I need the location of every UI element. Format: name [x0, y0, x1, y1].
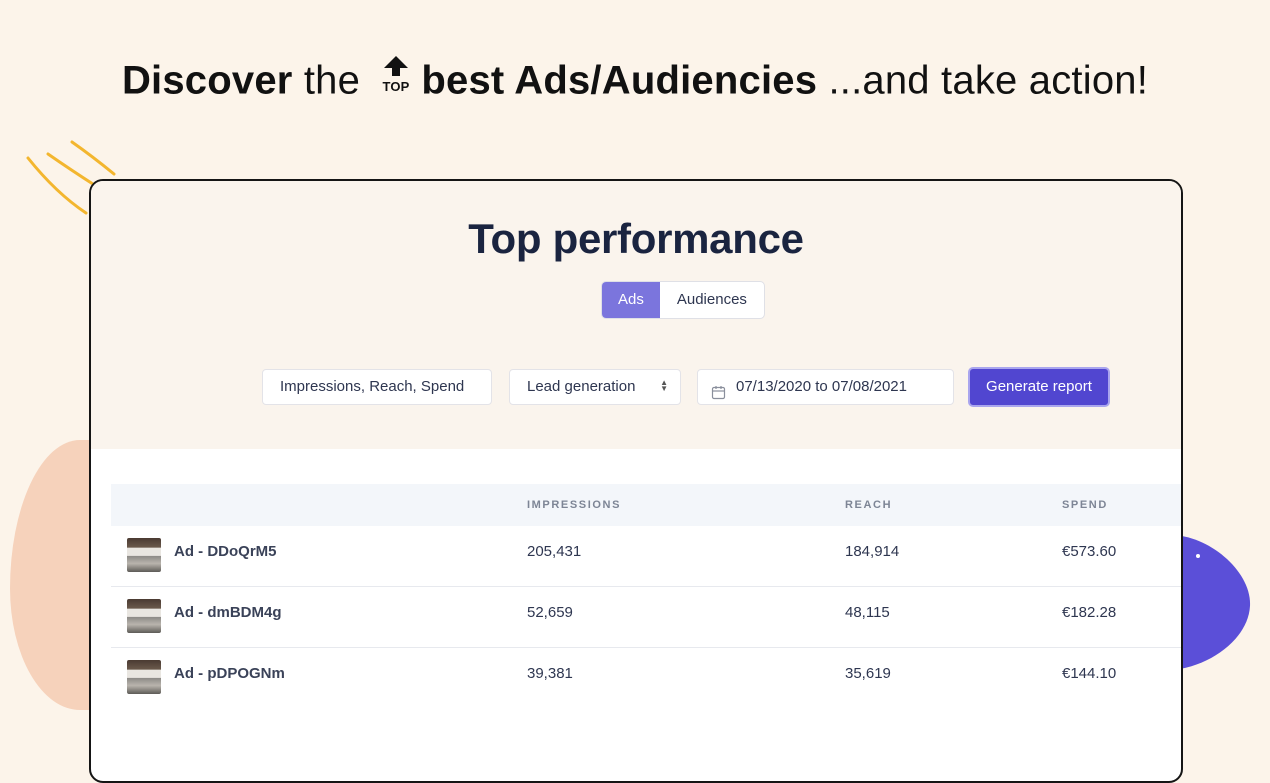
ads-audiences-toggle: Ads Audiences — [601, 281, 765, 319]
spend-value: €182.28 — [1062, 604, 1117, 621]
calendar-icon — [711, 379, 726, 413]
spend-value: €573.60 — [1062, 543, 1117, 560]
column-header-spend[interactable]: SPEND — [1062, 499, 1108, 511]
date-range-input[interactable]: 07/13/2020 to 07/08/2021 — [697, 369, 954, 405]
objective-select-value: Lead generation — [527, 378, 636, 395]
top-performance-card: Top performance Ads Audiences Impression… — [89, 179, 1183, 783]
ad-name[interactable]: Ad - DDoQrM5 — [174, 543, 277, 560]
date-range-value: 07/13/2020 to 07/08/2021 — [736, 378, 907, 395]
impressions-value: 39,381 — [527, 665, 573, 682]
page-headline: Discover the TOP best Ads/Audiencies ...a… — [0, 56, 1270, 108]
impressions-value: 52,659 — [527, 604, 573, 621]
metrics-select[interactable]: Impressions, Reach, Spend — [262, 369, 492, 405]
table-row[interactable]: Ad - dmBDM4g 52,659 48,115 €182.28 — [111, 587, 1181, 648]
table-header: IMPRESSIONS REACH SPEND — [111, 484, 1181, 526]
top-arrow-icon: TOP — [379, 54, 413, 104]
select-arrows-icon: ▲ ▼ — [660, 378, 668, 394]
ad-thumbnail — [127, 538, 161, 572]
reach-value: 35,619 — [845, 665, 891, 682]
headline-the: the — [292, 58, 372, 103]
headline-best: best Ads/Audiencies — [421, 58, 818, 103]
tab-audiences[interactable]: Audiences — [676, 291, 747, 308]
tab-ads[interactable]: Ads — [602, 282, 660, 318]
ad-thumbnail — [127, 599, 161, 633]
headline-discover: Discover — [121, 58, 293, 103]
ad-thumbnail — [127, 660, 161, 694]
column-header-reach[interactable]: REACH — [845, 499, 893, 511]
reach-value: 184,914 — [845, 543, 900, 560]
objective-select[interactable]: Lead generation ▲ ▼ — [509, 369, 681, 405]
impressions-value: 205,431 — [527, 543, 582, 560]
ad-name[interactable]: Ad - dmBDM4g — [174, 604, 282, 621]
ad-name[interactable]: Ad - pDPOGNm — [174, 665, 285, 682]
generate-report-button[interactable]: Generate report — [968, 367, 1110, 407]
table-row[interactable]: Ad - pDPOGNm 39,381 35,619 €144.10 — [111, 648, 1181, 708]
table-row[interactable]: Ad - DDoQrM5 205,431 184,914 €573.60 — [111, 526, 1181, 587]
card-header-area: Top performance Ads Audiences Impression… — [91, 181, 1181, 449]
headline-take-action: ...and take action! — [817, 58, 1149, 103]
column-header-impressions[interactable]: IMPRESSIONS — [527, 499, 622, 511]
reach-value: 48,115 — [845, 604, 890, 621]
card-title: Top performance — [468, 215, 804, 262]
spend-value: €144.10 — [1062, 665, 1117, 682]
svg-text:TOP: TOP — [383, 79, 410, 94]
performance-table: IMPRESSIONS REACH SPEND Ad - DDoQrM5 205… — [111, 484, 1181, 708]
